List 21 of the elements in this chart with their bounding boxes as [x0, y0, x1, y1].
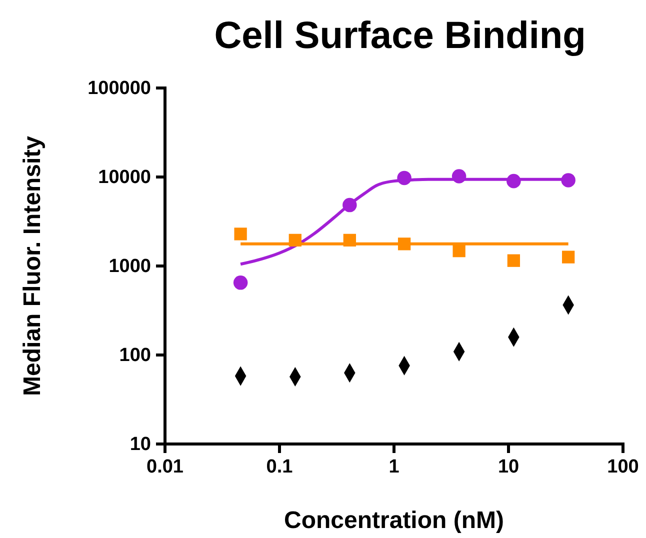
- point: [398, 238, 411, 250]
- point: [234, 228, 247, 240]
- y-tick-label: 100: [119, 345, 151, 366]
- x-tick-label: 0.1: [266, 456, 294, 478]
- y-tick-label: 1000: [108, 256, 151, 278]
- point: [288, 234, 302, 247]
- point: [343, 234, 356, 247]
- point: [507, 254, 520, 267]
- x-tick-label: 1: [388, 456, 400, 478]
- y-axis-title: Median Fluor. Intensity: [19, 135, 46, 396]
- x-tick-label: 0.01: [146, 456, 184, 478]
- x-tick-label: 10: [498, 456, 520, 478]
- point: [562, 250, 575, 264]
- y-tick-label: 10000: [98, 167, 151, 188]
- point: [233, 276, 248, 290]
- x-tick-label: 100: [607, 456, 639, 478]
- x-axis-title: Concentration (nM): [284, 507, 504, 534]
- y-tick-label: 10: [130, 434, 151, 456]
- y-tick-label: 100000: [88, 78, 151, 100]
- chart-title: Cell Surface Binding: [214, 15, 586, 57]
- point: [452, 244, 466, 258]
